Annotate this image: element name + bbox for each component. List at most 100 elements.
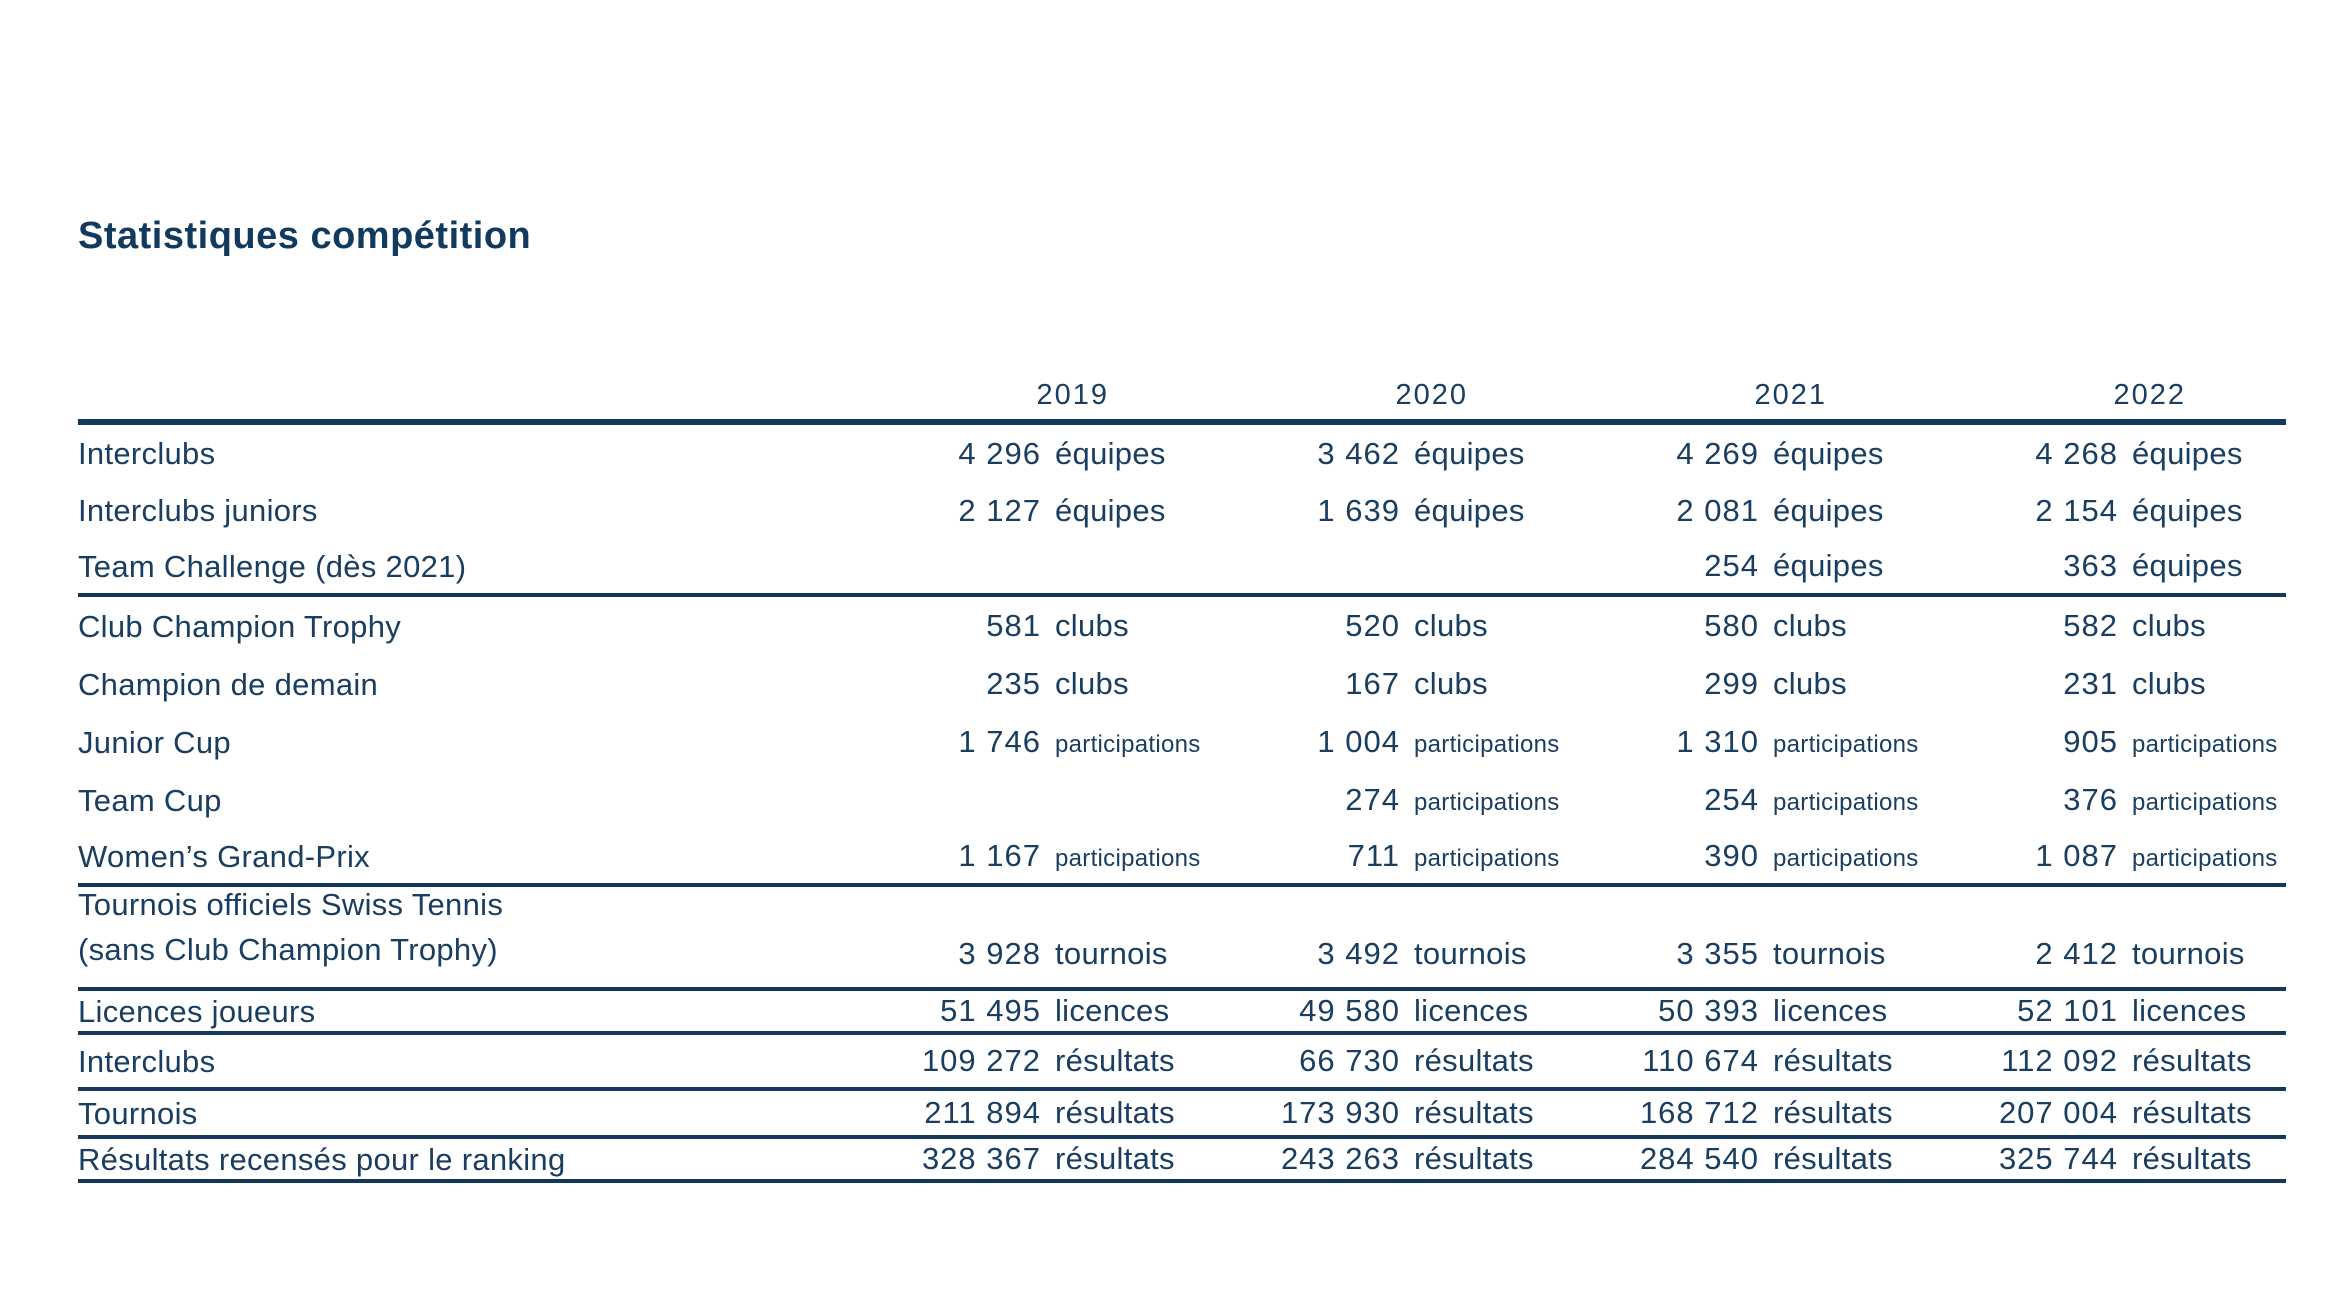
- value-unit: résultats: [2132, 1043, 2252, 1078]
- value-cell: 3 492 tournois: [1209, 936, 1568, 987]
- value-unit: tournois: [1055, 936, 1168, 971]
- value-unit: clubs: [1414, 608, 1488, 643]
- row-label: Licences joueurs: [78, 993, 316, 1029]
- table-row: Tournois officiels Swiss Tennis (sans Clu…: [78, 887, 2286, 991]
- value-unit: équipes: [1055, 435, 1166, 471]
- row-label: Team Challenge (dès 2021): [78, 548, 467, 584]
- value-number: 2 154: [2035, 492, 2118, 528]
- value-number: 4 269: [1676, 435, 1759, 471]
- value-cell: 3 928 tournois: [850, 936, 1209, 987]
- row-label: Tournois officiels Swiss Tennis (sans Clu…: [78, 882, 850, 987]
- value-unit: équipes: [2132, 492, 2243, 528]
- value-cell: 109 272 résultats: [850, 1043, 1209, 1079]
- table-row: Interclubs juniors 2 127 équipes 1 639 équip…: [78, 482, 2286, 539]
- value-number: 274: [1345, 782, 1400, 817]
- table-row: Junior Cup 1 746 participations 1 004 partic…: [78, 713, 2286, 771]
- value-unit: licences: [1055, 993, 1170, 1028]
- year-header: 2022: [2113, 379, 2186, 411]
- value-number: 3 928: [958, 936, 1041, 971]
- value-unit: tournois: [2132, 936, 2245, 971]
- value-unit: résultats: [1055, 1141, 1175, 1176]
- value-number: 1 310: [1676, 724, 1759, 759]
- table-row: Women’s Grand-Prix 1 167 participations 711…: [78, 829, 2286, 887]
- row-label: Team Cup: [78, 782, 222, 818]
- value-cell: 520 clubs: [1209, 608, 1568, 644]
- value-unit: participations: [2132, 731, 2278, 758]
- year-header: 2020: [1395, 379, 1468, 411]
- value-number: 2 081: [1676, 492, 1759, 528]
- value-number: 1 004: [1317, 724, 1400, 759]
- value-number: 1 087: [2035, 838, 2118, 873]
- value-number: 581: [986, 608, 1041, 643]
- value-number: 110 674: [1642, 1043, 1759, 1078]
- row-label: Junior Cup: [78, 724, 231, 760]
- value-unit: clubs: [1773, 608, 1847, 643]
- value-cell: 2 127 équipes: [850, 493, 1209, 529]
- value-cell: 376 participations: [1927, 782, 2286, 818]
- value-cell: 328 367 résultats: [850, 1141, 1209, 1177]
- value-cell: 3 462 équipes: [1209, 436, 1568, 472]
- value-number: 254: [1704, 782, 1759, 817]
- value-cell: 3 355 tournois: [1568, 936, 1927, 987]
- value-unit: clubs: [1414, 666, 1488, 701]
- value-unit: résultats: [2132, 1141, 2252, 1176]
- value-cell: 390 participations: [1568, 838, 1927, 874]
- value-cell: 254 équipes: [1568, 548, 1927, 584]
- value-number: 4 296: [958, 435, 1041, 471]
- value-number: 211 894: [924, 1095, 1041, 1130]
- value-cell: 284 540 résultats: [1568, 1141, 1927, 1177]
- value-unit: équipes: [2132, 435, 2243, 471]
- value-cell: 363 équipes: [1927, 548, 2286, 584]
- value-number: 207 004: [1998, 1095, 2118, 1130]
- value-cell: 51 495 licences: [850, 993, 1209, 1029]
- value-cell: 49 580 licences: [1209, 993, 1568, 1029]
- value-cell: 905 participations: [1927, 724, 2286, 760]
- value-unit: clubs: [2132, 666, 2206, 701]
- value-number: 66 730: [1299, 1043, 1400, 1078]
- value-unit: équipes: [1773, 548, 1884, 583]
- value-unit: résultats: [1773, 1043, 1893, 1078]
- value-unit: tournois: [1414, 936, 1527, 971]
- row-label: Women’s Grand-Prix: [78, 838, 370, 874]
- value-number: 284 540: [1639, 1141, 1759, 1176]
- value-number: 254: [1704, 548, 1759, 583]
- value-unit: équipes: [1773, 492, 1884, 528]
- value-unit: clubs: [1055, 608, 1129, 643]
- value-cell: 1 087 participations: [1927, 838, 2286, 874]
- value-cell: 582 clubs: [1927, 608, 2286, 644]
- value-cell: 207 004 résultats: [1927, 1095, 2286, 1131]
- value-unit: résultats: [1414, 1095, 1534, 1130]
- value-cell: 274 participations: [1209, 782, 1568, 818]
- value-cell: 167 clubs: [1209, 666, 1568, 702]
- value-number: 711: [1347, 838, 1400, 873]
- value-number: 328 367: [921, 1141, 1041, 1176]
- value-cell: 112 092 résultats: [1927, 1043, 2286, 1079]
- table-row: Interclubs 4 296 équipes 3 462 équipes 4 269 é…: [78, 425, 2286, 482]
- value-number: 3 492: [1317, 936, 1400, 971]
- row-label-line1: Tournois officiels Swiss Tennis: [78, 887, 504, 922]
- value-cell: 1 746 participations: [850, 724, 1209, 760]
- value-cell: 325 744 résultats: [1927, 1141, 2286, 1177]
- value-number: 1 167: [958, 838, 1041, 873]
- table-row: Résultats recensés pour le ranking 328 36…: [78, 1139, 2286, 1183]
- value-unit: équipes: [1055, 492, 1166, 528]
- row-label: Interclubs: [78, 1043, 216, 1079]
- stats-table: 2019 2020 2021 2022 Interclubs 4 296 équipes 3…: [78, 370, 2286, 1183]
- table-header-row: 2019 2020 2021 2022: [78, 370, 2286, 425]
- year-header: 2019: [1036, 379, 1109, 411]
- value-number: 580: [1704, 608, 1759, 643]
- value-unit: participations: [1414, 731, 1560, 758]
- value-number: 52 101: [2017, 993, 2118, 1028]
- value-cell: 211 894 résultats: [850, 1095, 1209, 1131]
- value-unit: résultats: [1055, 1095, 1175, 1130]
- value-number: 173 930: [1280, 1095, 1400, 1130]
- value-cell: 580 clubs: [1568, 608, 1927, 644]
- row-label: Club Champion Trophy: [78, 608, 402, 644]
- value-unit: participations: [1414, 845, 1560, 872]
- value-unit: résultats: [1055, 1043, 1175, 1078]
- value-number: 243 263: [1280, 1141, 1400, 1176]
- row-label: Résultats recensés pour le ranking: [78, 1141, 566, 1177]
- value-cell: 4 296 équipes: [850, 436, 1209, 472]
- row-label: Interclubs: [78, 436, 216, 471]
